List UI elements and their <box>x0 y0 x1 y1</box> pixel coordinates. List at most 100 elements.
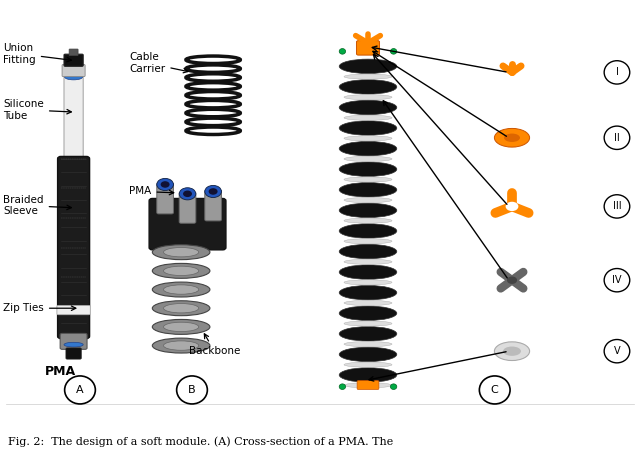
Ellipse shape <box>344 198 392 203</box>
Ellipse shape <box>152 338 210 353</box>
Circle shape <box>205 185 221 198</box>
Ellipse shape <box>339 285 397 300</box>
Ellipse shape <box>164 341 198 350</box>
Ellipse shape <box>344 115 392 120</box>
Ellipse shape <box>344 177 392 182</box>
FancyBboxPatch shape <box>64 73 83 161</box>
Ellipse shape <box>339 224 397 238</box>
Ellipse shape <box>344 300 392 305</box>
Text: I: I <box>616 67 618 78</box>
FancyBboxPatch shape <box>64 54 83 66</box>
Ellipse shape <box>339 244 397 259</box>
Circle shape <box>209 188 218 195</box>
Text: Fig. 2:  The design of a soft module. (A) Cross-section of a PMA. The: Fig. 2: The design of a soft module. (A)… <box>8 436 393 446</box>
FancyBboxPatch shape <box>179 192 196 223</box>
Ellipse shape <box>344 218 392 223</box>
Ellipse shape <box>339 142 397 156</box>
Ellipse shape <box>339 49 346 54</box>
Ellipse shape <box>494 128 529 147</box>
Ellipse shape <box>152 301 210 316</box>
Ellipse shape <box>339 80 397 94</box>
Ellipse shape <box>164 248 198 257</box>
Ellipse shape <box>152 263 210 278</box>
Ellipse shape <box>344 74 392 79</box>
Ellipse shape <box>344 382 392 388</box>
Bar <box>269 19 637 402</box>
Ellipse shape <box>65 74 83 80</box>
Ellipse shape <box>164 322 198 332</box>
FancyBboxPatch shape <box>69 49 78 56</box>
Circle shape <box>179 188 196 200</box>
Ellipse shape <box>339 347 397 361</box>
Ellipse shape <box>164 285 198 294</box>
Ellipse shape <box>503 347 521 356</box>
Ellipse shape <box>604 269 630 292</box>
Ellipse shape <box>479 376 510 404</box>
Bar <box>6 19 118 402</box>
Bar <box>125 19 262 402</box>
Ellipse shape <box>65 376 95 404</box>
Ellipse shape <box>604 61 630 84</box>
Ellipse shape <box>339 326 397 341</box>
FancyBboxPatch shape <box>62 64 85 77</box>
Ellipse shape <box>344 239 392 244</box>
Text: Backbone: Backbone <box>189 334 240 356</box>
Ellipse shape <box>152 319 210 334</box>
Text: Braided
Sleeve: Braided Sleeve <box>3 195 71 216</box>
Ellipse shape <box>390 49 397 54</box>
Text: A: A <box>76 385 84 395</box>
Ellipse shape <box>390 384 397 389</box>
Circle shape <box>507 276 517 284</box>
Text: IV: IV <box>612 275 621 285</box>
Ellipse shape <box>339 162 397 177</box>
Text: III: III <box>612 201 621 212</box>
Ellipse shape <box>604 126 630 149</box>
Ellipse shape <box>65 65 83 71</box>
Text: Cable
Carrier: Cable Carrier <box>129 52 188 74</box>
FancyBboxPatch shape <box>157 183 173 214</box>
FancyBboxPatch shape <box>60 333 87 349</box>
Ellipse shape <box>504 134 520 142</box>
Ellipse shape <box>152 245 210 260</box>
Ellipse shape <box>164 304 198 313</box>
Ellipse shape <box>344 95 392 100</box>
FancyBboxPatch shape <box>357 381 379 389</box>
Text: Silicone
Tube: Silicone Tube <box>3 99 71 120</box>
Ellipse shape <box>339 368 397 382</box>
FancyBboxPatch shape <box>57 305 90 315</box>
Text: II: II <box>614 133 620 143</box>
Ellipse shape <box>344 259 392 264</box>
FancyBboxPatch shape <box>356 41 380 55</box>
Ellipse shape <box>344 362 392 367</box>
Text: PMA: PMA <box>129 186 173 197</box>
Circle shape <box>157 178 173 191</box>
Ellipse shape <box>339 306 397 320</box>
Ellipse shape <box>339 384 346 389</box>
Ellipse shape <box>604 195 630 218</box>
Text: Union
Fitting: Union Fitting <box>3 43 72 64</box>
Ellipse shape <box>64 342 83 347</box>
Ellipse shape <box>344 280 392 285</box>
Text: V: V <box>614 346 620 356</box>
Ellipse shape <box>339 121 397 135</box>
Text: Zip Ties: Zip Ties <box>3 303 76 313</box>
FancyBboxPatch shape <box>66 348 81 359</box>
Circle shape <box>183 191 192 197</box>
Ellipse shape <box>344 156 392 162</box>
Text: B: B <box>188 385 196 395</box>
FancyBboxPatch shape <box>58 156 90 339</box>
Ellipse shape <box>339 203 397 218</box>
Circle shape <box>161 181 170 188</box>
Text: PMA: PMA <box>45 365 76 378</box>
Ellipse shape <box>344 341 392 347</box>
Ellipse shape <box>339 265 397 279</box>
Ellipse shape <box>344 136 392 141</box>
Ellipse shape <box>164 266 198 276</box>
Ellipse shape <box>494 342 529 361</box>
Ellipse shape <box>177 376 207 404</box>
FancyBboxPatch shape <box>205 190 221 221</box>
Text: C: C <box>491 385 499 395</box>
Ellipse shape <box>604 340 630 363</box>
Ellipse shape <box>339 59 397 73</box>
FancyBboxPatch shape <box>149 198 226 250</box>
